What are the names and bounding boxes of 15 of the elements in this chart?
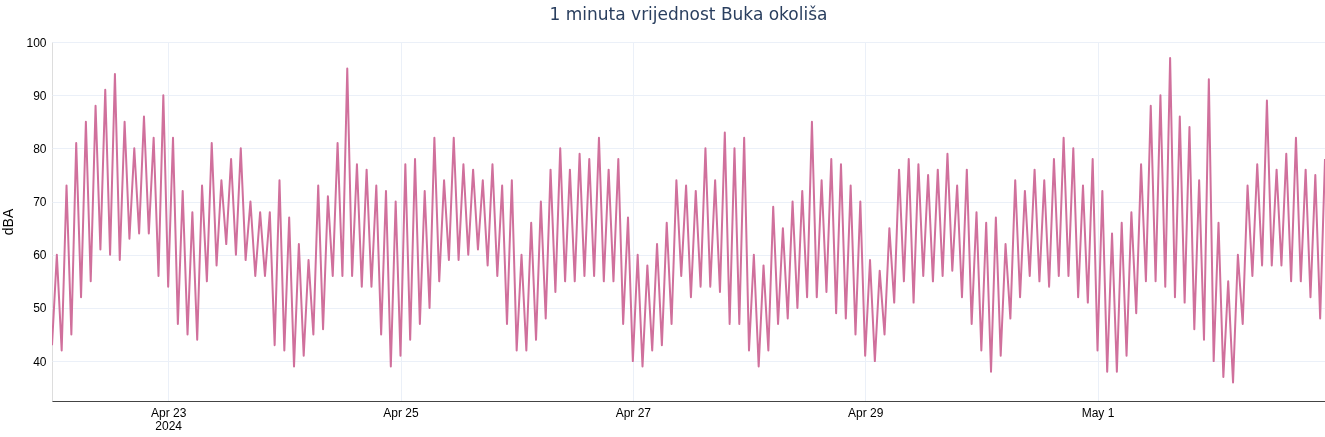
y-tick-label: 100 xyxy=(26,35,47,50)
x-tick-label: Apr 25 xyxy=(383,405,419,420)
y-tick-label: 60 xyxy=(33,248,47,263)
chart-title: 1 minuta vrijednost Buka okoliša xyxy=(549,4,828,24)
y-tick-label: 80 xyxy=(33,141,47,156)
x-tick-label: Apr 27 xyxy=(615,405,652,420)
x-tick-label: Apr 29 xyxy=(847,405,884,420)
y-tick-label: 40 xyxy=(33,354,47,369)
x-tick-label: Apr 23 2024 xyxy=(150,405,187,433)
y-tick-label: 90 xyxy=(33,88,47,103)
line-series xyxy=(52,56,1325,384)
x-tick-label: May 1 xyxy=(1081,405,1115,420)
y-tick-label: 50 xyxy=(33,301,47,316)
y-axis-title: dBA xyxy=(0,208,17,236)
y-tick-label: 70 xyxy=(33,195,47,210)
